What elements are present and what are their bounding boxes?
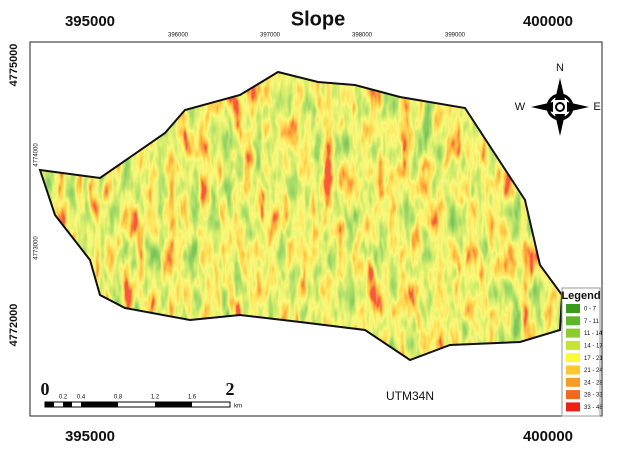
legend-label: 14 - 17 — [584, 343, 603, 349]
legend-swatch — [566, 316, 580, 325]
legend-label: 28 - 33 — [584, 393, 603, 399]
legend-label: 11 - 14 — [584, 331, 603, 337]
bottom-coordinate: 400000 — [523, 428, 573, 445]
legend-label: 7 - 11 — [584, 319, 600, 325]
scale-label: 1.2 — [151, 395, 160, 401]
top-coordinate: 398000 — [352, 33, 373, 39]
scale-bar — [45, 402, 230, 407]
left-coordinate: 4773000 — [34, 236, 40, 260]
legend-label: 24 - 28 — [584, 380, 603, 386]
legend-swatch — [566, 402, 580, 411]
legend-swatch — [566, 353, 580, 362]
legend-label: 0 - 7 — [584, 307, 597, 313]
top-coordinate: 400000 — [523, 13, 573, 30]
legend-swatch — [566, 390, 580, 399]
scale-label: 0.2 — [59, 395, 68, 401]
top-coordinate: 396000 — [168, 33, 189, 39]
projection-label: UTM34N — [386, 389, 434, 403]
legend-swatch — [566, 378, 580, 387]
left-coordinate: 4774000 — [34, 143, 40, 167]
west-label: W — [515, 101, 526, 113]
east-label: E — [593, 101, 600, 113]
top-coordinate: 399000 — [445, 33, 466, 39]
left-coordinate: 4772000 — [8, 304, 20, 347]
legend-swatch — [566, 366, 580, 375]
legend-label: 33 - 48 — [584, 405, 603, 411]
scale-unit: km — [234, 404, 242, 410]
scale-label: 0.4 — [77, 395, 86, 401]
scale-label: 2 — [226, 379, 235, 399]
scale-label: 0 — [41, 379, 50, 399]
legend-title: Legend — [561, 290, 600, 302]
legend-swatch — [566, 341, 580, 350]
bottom-coordinate: 395000 — [65, 428, 115, 445]
north-label: N — [556, 62, 564, 74]
map-figure: Slope 395000 396000 397000 398000 399000 40000… — [0, 0, 624, 448]
legend-swatch — [566, 304, 580, 313]
top-coordinate: 395000 — [65, 13, 115, 30]
scale-label: 0.8 — [114, 395, 123, 401]
top-coordinate: 397000 — [260, 33, 281, 39]
map-title: Slope — [291, 8, 345, 30]
legend-label: 21 - 24 — [584, 368, 603, 374]
scale-label: 1.6 — [188, 395, 197, 401]
legend-label: 17 - 21 — [584, 356, 603, 362]
left-coordinate: 4775000 — [8, 44, 20, 87]
legend-swatch — [566, 329, 580, 338]
